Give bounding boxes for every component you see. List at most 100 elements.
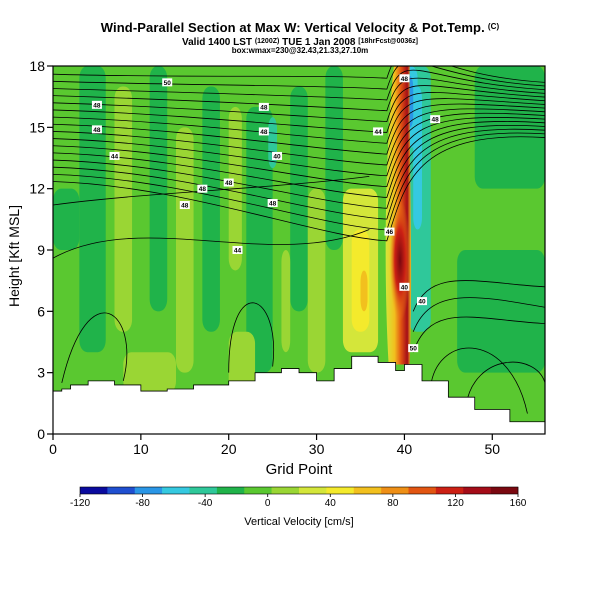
x-axis: 0 10 20 30 40 50 [49, 434, 500, 457]
theta-contour-0 [53, 66, 545, 83]
contour-label-bg-17 [399, 282, 410, 291]
contour-label-bg-3 [258, 102, 269, 111]
theta-contour-15 [53, 136, 545, 242]
theta-contour-low-1 [53, 176, 370, 206]
theta-contours [53, 66, 545, 414]
colorbar-swatch-0 [80, 487, 108, 494]
contour-label-16: 46 [386, 229, 394, 236]
y-tick-label-3: 3 [37, 365, 45, 381]
theta-contour-labels: 50 48 48 48 48 48 48 48 48 48 44 44 40 48 40 44 46 40 50 [91, 74, 441, 353]
x-tick-label-10: 10 [133, 441, 149, 457]
theta-contour-11 [53, 121, 545, 198]
subtitle-valid: Valid 1400 LST [181, 37, 253, 48]
contour-label-bg-18 [408, 344, 419, 353]
subtitle-utc: (1200Z) [254, 38, 280, 45]
theta-contour-14 [53, 132, 545, 231]
colorbar-swatch-11 [381, 487, 409, 494]
contour-label-8: 48 [432, 117, 440, 124]
y-tick-label-12: 12 [29, 181, 45, 197]
x-tick-label-50: 50 [484, 441, 500, 457]
contour-label-bg-6 [179, 201, 190, 210]
colorbar-swatch-2 [134, 487, 163, 494]
velocity-band-5 [325, 66, 343, 250]
theta-contour-low-4 [412, 316, 545, 353]
colorbar-swatch-3 [162, 487, 190, 494]
terrain-mask [53, 355, 545, 434]
velocity-band-1 [149, 66, 168, 312]
colorbar-swatch-7 [271, 487, 300, 494]
velocity-band-10 [176, 127, 194, 373]
velocity-band-12 [281, 250, 291, 353]
colorbar-swatch-1 [107, 487, 136, 494]
colorbar-swatch-12 [408, 487, 437, 494]
y-tick-label-9: 9 [37, 242, 45, 258]
contour-label-14: 40 [418, 299, 426, 306]
contour-label-18: 50 [410, 346, 418, 353]
x-tick-label-40: 40 [397, 441, 413, 457]
velocity-band-0 [79, 66, 106, 353]
colorbar-swatch-15 [490, 487, 519, 494]
subtitle-forecast: [18hrFcst@0036z] [358, 38, 419, 45]
colorbar-tick-label-2: -40 [198, 498, 213, 509]
theta-contour-low-7 [430, 347, 528, 414]
theta-contour-low-3 [228, 302, 274, 373]
colorbar-swatch-10 [353, 487, 382, 494]
theta-contour-6 [53, 98, 545, 144]
colorbar-swatch-4 [189, 487, 218, 494]
theta-contour-low-2 [61, 312, 128, 383]
y-axis: 0 3 6 9 12 15 18 [29, 58, 53, 442]
theta-contour-12 [53, 125, 545, 209]
velocity-band-16 [360, 270, 368, 312]
colorbar-tick-label-0: -120 [70, 498, 90, 509]
contour-label-10: 44 [111, 153, 119, 160]
colorbar-tick-label-5: 80 [387, 498, 399, 509]
contour-label-bg-2 [91, 125, 102, 134]
title-text: Wind-Parallel Section at Max W: Vertical… [100, 20, 485, 35]
velocity-band-3 [246, 106, 273, 373]
colorbar-tick-label-4: 40 [325, 498, 337, 509]
colorbar-swatch-14 [463, 487, 491, 494]
velocity-band-9 [114, 86, 133, 332]
theta-contour-13 [53, 128, 545, 220]
theta-contour-8 [53, 108, 545, 166]
colorbar: -120 -80 -40 0 40 80 120 160 [70, 486, 527, 509]
contour-label-12: 40 [273, 153, 281, 160]
contour-label-bg-8 [430, 115, 441, 124]
contour-label-bg-9 [197, 184, 208, 193]
colorbar-tick-label-3: 0 [265, 498, 271, 509]
updraft-core [389, 198, 411, 322]
contour-label-1: 48 [93, 102, 101, 109]
colorbar-swatch-9 [326, 487, 355, 494]
contour-label-bg-15 [232, 246, 243, 254]
y-axis-label-text: Height [Kft MSL] [6, 205, 22, 307]
x-tick-label-20: 20 [221, 441, 237, 457]
y-tick-label-6: 6 [37, 303, 45, 319]
contour-label-bg-10 [109, 151, 120, 160]
contour-label-7: 48 [401, 76, 409, 83]
velocity-band-6 [457, 250, 545, 373]
contour-label-3: 48 [260, 104, 268, 111]
contour-label-11: 44 [374, 129, 382, 136]
contour-label-bg-16 [384, 227, 395, 236]
contour-label-0: 50 [164, 80, 172, 87]
velocity-band-4 [290, 86, 308, 312]
contour-label-bg-1 [91, 100, 102, 109]
chart-subtitle-box: box:wmax=230@32.43,21.33,27.10m [231, 46, 369, 55]
contour-label-2: 48 [93, 127, 101, 134]
theta-contour-4 [53, 85, 545, 123]
velocity-field [53, 66, 545, 394]
theta-contour-low-8 [465, 361, 545, 406]
theta-contour-7 [53, 103, 545, 155]
contour-label-bg-5 [223, 178, 234, 187]
theta-contour-low-0 [53, 229, 370, 259]
velocity-band-17 [228, 331, 256, 394]
y-tick-label-15: 15 [29, 119, 45, 135]
contour-label-5: 48 [225, 180, 233, 187]
contour-label-bg-0 [162, 78, 173, 87]
theta-contour-low-5 [412, 297, 545, 332]
velocity-band-7 [53, 188, 80, 250]
contour-label-bg-13 [267, 198, 278, 207]
colorbar-swatch-5 [216, 487, 245, 494]
contour-label-bg-14 [417, 297, 427, 306]
